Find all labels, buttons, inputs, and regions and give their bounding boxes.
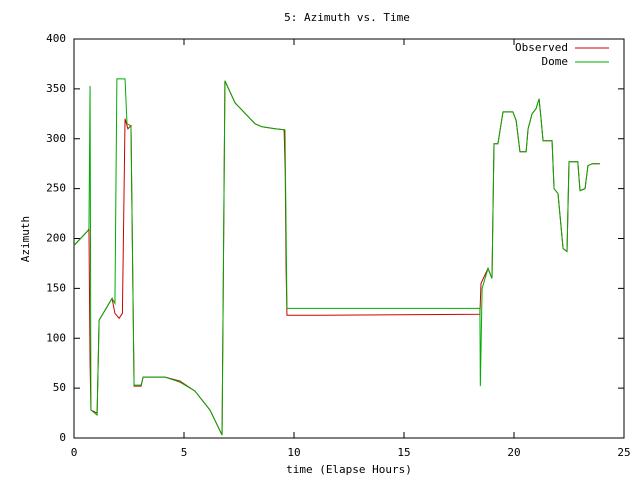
chart-title: 5: Azimuth vs. Time xyxy=(284,11,410,24)
x-tick-label: 5 xyxy=(181,446,188,459)
x-tick-label: 10 xyxy=(287,446,300,459)
series-line xyxy=(73,78,600,436)
y-tick-label: 300 xyxy=(46,132,66,145)
x-tick-label: 20 xyxy=(507,446,520,459)
y-tick-label: 200 xyxy=(46,232,66,245)
y-tick-label: 100 xyxy=(46,331,66,344)
x-tick-label: 0 xyxy=(71,446,78,459)
y-tick-label: 150 xyxy=(46,281,66,294)
y-axis-label: Azimuth xyxy=(19,216,32,262)
y-tick-label: 50 xyxy=(53,381,66,394)
x-tick-label: 25 xyxy=(617,446,630,459)
y-tick-label: 250 xyxy=(46,182,66,195)
y-tick-label: 0 xyxy=(59,431,66,444)
x-tick-label: 15 xyxy=(397,446,410,459)
x-axis-label: time (Elapse Hours) xyxy=(286,463,412,476)
y-tick-label: 350 xyxy=(46,82,66,95)
legend-label: Observed xyxy=(515,41,568,54)
legend-label: Dome xyxy=(542,55,569,68)
y-tick-label: 400 xyxy=(46,32,66,45)
